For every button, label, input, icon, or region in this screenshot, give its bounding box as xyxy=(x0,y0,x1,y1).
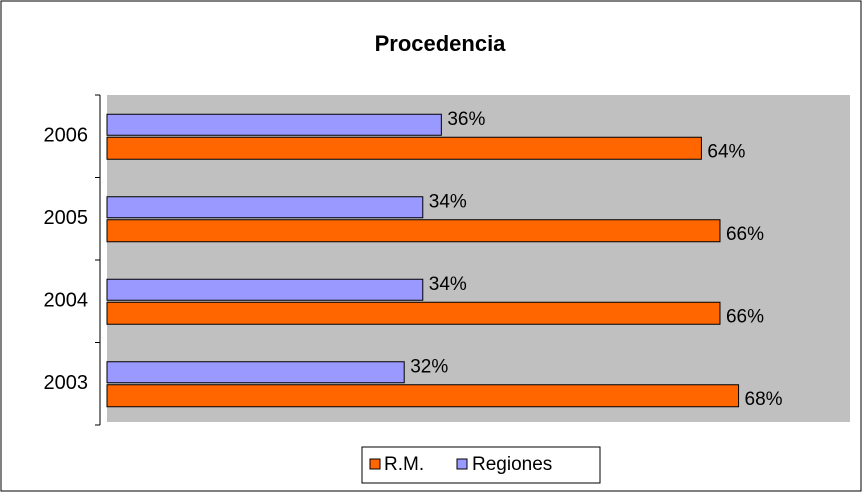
data-label: 32% xyxy=(410,356,448,377)
y-tick-label: 2004 xyxy=(44,290,89,312)
bar xyxy=(106,278,424,301)
legend-label: Regiones xyxy=(472,454,552,475)
chart-title: Procedencia xyxy=(375,31,507,56)
bar xyxy=(106,384,740,408)
data-label: 68% xyxy=(745,389,783,410)
data-label: 64% xyxy=(707,141,745,162)
legend-label: R.M. xyxy=(384,454,424,475)
bar xyxy=(106,196,424,219)
data-label: 34% xyxy=(429,274,467,295)
data-label: 66% xyxy=(726,224,764,245)
bar xyxy=(106,136,702,160)
legend-swatch xyxy=(369,458,381,470)
y-tick-label: 2005 xyxy=(44,207,89,229)
bar xyxy=(106,361,405,384)
bar xyxy=(106,113,442,136)
data-label: 34% xyxy=(429,191,467,212)
bar xyxy=(106,219,721,243)
bar xyxy=(106,301,721,325)
data-label: 36% xyxy=(447,109,485,130)
data-label: 66% xyxy=(726,306,764,327)
legend-swatch xyxy=(456,458,468,470)
y-tick-label: 2003 xyxy=(44,372,89,394)
legend xyxy=(361,446,601,484)
y-tick-label: 2006 xyxy=(44,125,89,147)
